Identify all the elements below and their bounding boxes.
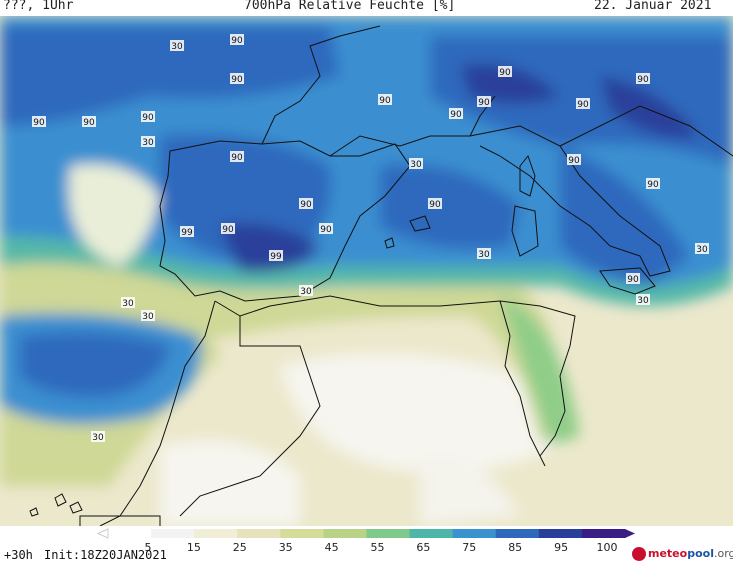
- legend-swatch: [108, 529, 152, 538]
- legend-arrow-left: [96, 528, 109, 539]
- coastlines: [29, 25, 733, 526]
- map-title: 700hPa Relative Feuchte [%]: [244, 0, 456, 13]
- contour-label: 30: [92, 433, 104, 443]
- logo-text: meteopool.org: [648, 547, 733, 560]
- legend-tick-label: 65: [416, 541, 430, 554]
- meteopool-logo[interactable]: meteopool.org: [632, 546, 733, 564]
- legend-swatch: [538, 529, 583, 538]
- legend-arrow-right: [625, 529, 635, 538]
- init-time: Init:18Z20JAN2021: [44, 548, 167, 562]
- date-label: 22. Januar 2021: [594, 0, 712, 13]
- legend-tick-label: 85: [508, 541, 522, 554]
- contour-label: 90: [429, 200, 441, 210]
- contour-label: 30: [478, 250, 490, 260]
- contour-label: 30: [142, 138, 154, 148]
- contour-label: 30: [142, 312, 154, 322]
- contour-label: 90: [300, 200, 312, 210]
- legend-ticks: 5 15 25 35 45 55 65 75 85 95 100: [145, 541, 618, 554]
- legend-swatch: [366, 529, 411, 538]
- legend-tick-label: 100: [597, 541, 618, 554]
- contour-label: 30: [410, 160, 422, 170]
- contour-label: 90: [320, 225, 332, 235]
- contour-label: 90: [33, 118, 45, 128]
- legend-tick-label: 25: [233, 541, 247, 554]
- legend-swatch: [151, 529, 195, 538]
- legend-tick-label: 35: [279, 541, 293, 554]
- legend-swatch: [452, 529, 497, 538]
- logo-text-a: meteo: [648, 547, 688, 560]
- contour-label: 90: [627, 275, 639, 285]
- contour-label: 99: [270, 252, 282, 262]
- legend-swatch: [323, 529, 367, 538]
- valid-time-label: ???, 1Uhr: [3, 0, 74, 13]
- legend-swatch: [194, 529, 238, 538]
- logo-text-c: .org: [713, 547, 733, 560]
- legend-swatch: [581, 529, 626, 538]
- color-legend: 5 15 25 35 45 55 65 75 85 95 100: [96, 528, 635, 554]
- legend-tick-label: 55: [371, 541, 385, 554]
- legend-swatch: [280, 529, 324, 538]
- legend-swatch: [495, 529, 540, 538]
- legend-tick-label: 15: [187, 541, 201, 554]
- contour-label: 90: [647, 180, 659, 190]
- contour-label: 90: [142, 113, 154, 123]
- contour-label: 30: [300, 287, 312, 297]
- logo-text-b: pool: [687, 547, 714, 560]
- humidity-map: 90 90 90 90 90 90 90 90 90 90 90 90 90 9…: [0, 16, 733, 526]
- contour-label: 30: [122, 299, 134, 309]
- contour-label: 90: [478, 98, 490, 108]
- contour-label: 99: [181, 228, 193, 238]
- contour-label: 30: [171, 42, 183, 52]
- contour-label: 90: [83, 118, 95, 128]
- legend-tick-label: 95: [554, 541, 568, 554]
- contour-label: 90: [450, 110, 462, 120]
- contour-label: 90: [577, 100, 589, 110]
- legend-tick-label: 5: [145, 541, 152, 554]
- legend-swatch: [237, 529, 281, 538]
- contour-label: 90: [231, 36, 243, 46]
- legend-tick-label: 45: [325, 541, 339, 554]
- contour-labels: 90 90 90 90 90 90 90 90 90 90 90 90 90 9…: [32, 34, 709, 443]
- legend-swatch: [409, 529, 454, 538]
- contour-label: 90: [637, 75, 649, 85]
- contour-label: 30: [637, 296, 649, 306]
- forecast-hour: +30h: [4, 548, 33, 562]
- contour-label: 90: [568, 156, 580, 166]
- contour-label: 90: [379, 96, 391, 106]
- contour-label: 90: [231, 75, 243, 85]
- legend-bar: [96, 528, 635, 539]
- contour-label-dup: 90: [435, 197, 447, 207]
- contour-label: 90: [231, 153, 243, 163]
- contour-label: 90: [222, 225, 234, 235]
- logo-icon: [632, 547, 646, 561]
- contour-label: 90: [499, 68, 511, 78]
- contour-label: 30: [696, 245, 708, 255]
- legend-tick-label: 75: [462, 541, 476, 554]
- map-header: ???, 1Uhr 700hPa Relative Feuchte [%] 22…: [0, 0, 733, 16]
